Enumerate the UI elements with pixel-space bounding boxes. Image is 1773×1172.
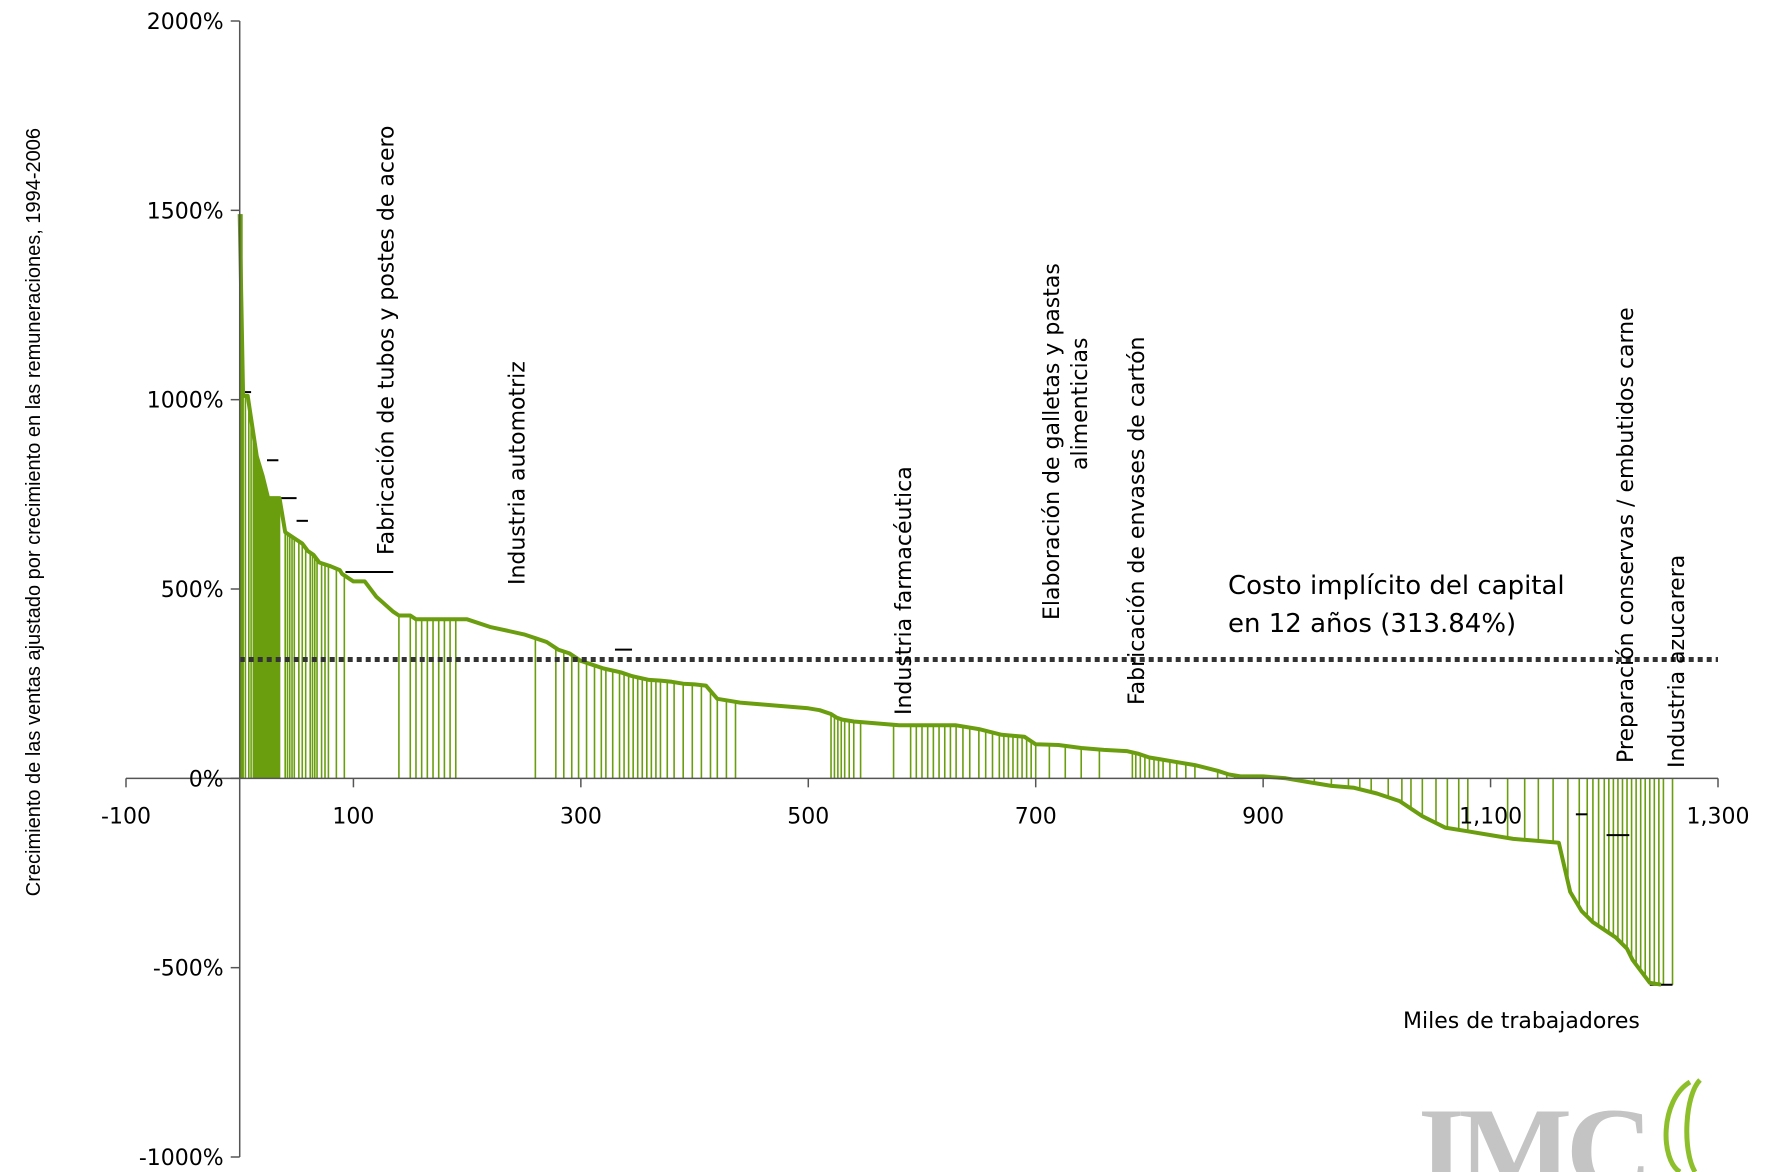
annotation-label: alimenticias: [1068, 337, 1093, 470]
y-axis-label: Crecimiento de las ventas ajustado por c…: [23, 128, 45, 896]
threshold-label-line1: Costo implícito del capital: [1228, 571, 1565, 601]
y-tick-label: -500%: [153, 957, 224, 982]
x-tick-label: 100: [332, 804, 374, 829]
y-tick-label: 2000%: [147, 10, 224, 35]
x-axis-label: Miles de trabajadores: [1403, 1009, 1640, 1034]
x-tick-label: 1,100: [1459, 804, 1522, 829]
annotation-label: Fabricación de tubos y postes de acero: [375, 125, 400, 555]
y-tick-label: 1500%: [147, 199, 224, 224]
x-tick-label: 500: [787, 804, 829, 829]
x-tick-label: -100: [101, 804, 151, 829]
series-line-path: [237, 214, 1662, 987]
annotation-label: Industria azucarera: [1665, 555, 1690, 768]
axes: 2000% 1500% 1000% 500% 0% -500% -1000% -100 100 3…: [101, 10, 1749, 1171]
x-tick-label: 700: [1015, 804, 1057, 829]
logo-leaf-icon: [1663, 1078, 1702, 1172]
annotation-label: Elaboración de galletas y pastas: [1040, 263, 1065, 620]
annotation-label: Industria automotriz: [505, 361, 530, 585]
x-tick-label: 1,300: [1687, 804, 1750, 829]
step-marks: [244, 391, 1673, 986]
y-tick-label: 0%: [189, 767, 224, 792]
annotations: Fabricación de tubos y postes de acero In…: [375, 125, 1691, 768]
logo-text: IMC: [1418, 1083, 1647, 1172]
series-line: [237, 214, 1662, 987]
x-tick-label: 300: [560, 804, 602, 829]
x-tick-label: 900: [1242, 804, 1284, 829]
y-tick-label: 1000%: [147, 389, 224, 414]
annotation-label: Industria farmacéutica: [892, 466, 917, 715]
annotation-label: Fabricación de envases de cartón: [1125, 337, 1150, 706]
y-tick-label: -1000%: [139, 1146, 224, 1171]
imc-logo: IMC: [1418, 1078, 1702, 1172]
annotation-label: Preparación conservas / embutidos carne: [1614, 307, 1639, 763]
threshold-label-line2: en 12 años (313.84%): [1228, 609, 1516, 639]
y-tick-label: 500%: [161, 578, 224, 603]
